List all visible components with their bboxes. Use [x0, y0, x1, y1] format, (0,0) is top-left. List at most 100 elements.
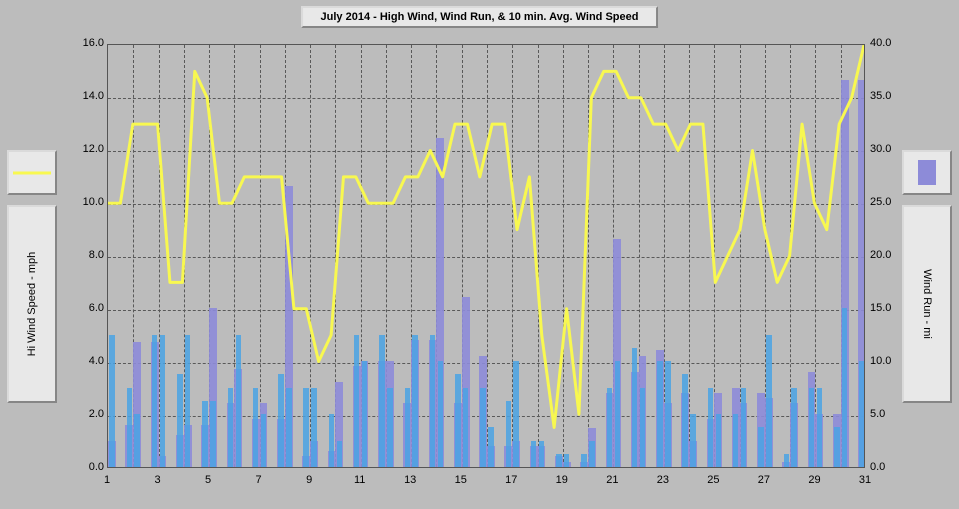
- bar-avg-wind: [177, 374, 182, 467]
- bar-avg-wind: [337, 441, 342, 468]
- x-tick: 29: [804, 474, 824, 486]
- x-tick: 13: [400, 474, 420, 486]
- line-series-swatch: [7, 150, 57, 195]
- y-tick-right: 10.0: [870, 355, 906, 367]
- bar-avg-wind: [556, 454, 561, 467]
- gridline-vertical: [563, 45, 564, 467]
- bar-avg-wind: [278, 374, 283, 467]
- x-tick: 15: [451, 474, 471, 486]
- gridline-vertical: [689, 45, 690, 467]
- bar-avg-wind: [387, 388, 392, 468]
- bar-avg-wind: [109, 335, 114, 468]
- x-tick: 7: [249, 474, 269, 486]
- bar-avg-wind: [438, 361, 443, 467]
- right-y-axis-label: Wind Run - mi: [902, 205, 952, 403]
- bar-avg-wind: [329, 414, 334, 467]
- y-tick-left: 12.0: [68, 143, 104, 155]
- y-tick-right: 30.0: [870, 143, 906, 155]
- y-tick-right: 15.0: [870, 302, 906, 314]
- x-tick: 17: [501, 474, 521, 486]
- gridline-horizontal: [108, 151, 864, 152]
- bar-avg-wind: [463, 388, 468, 468]
- bar-avg-wind: [657, 361, 662, 467]
- bar-avg-wind: [480, 388, 485, 468]
- bar-avg-wind: [236, 335, 241, 468]
- gridline-vertical: [487, 45, 488, 467]
- bar-avg-wind: [405, 388, 410, 468]
- bar-avg-wind: [228, 388, 233, 468]
- gridline-vertical: [538, 45, 539, 467]
- bar-avg-wind: [766, 335, 771, 468]
- x-tick: 1: [97, 474, 117, 486]
- bar-avg-wind: [286, 388, 291, 468]
- left-y-axis-label: Hi Wind Speed - mph: [7, 205, 57, 403]
- bar-avg-wind: [665, 361, 670, 467]
- bar-avg-wind: [379, 335, 384, 468]
- gridline-vertical: [588, 45, 589, 467]
- y-tick-right: 5.0: [870, 408, 906, 420]
- x-tick: 21: [602, 474, 622, 486]
- chart-title: July 2014 - High Wind, Wind Run, & 10 mi…: [301, 6, 659, 28]
- bar-avg-wind: [733, 414, 738, 467]
- x-tick: 25: [703, 474, 723, 486]
- gridline-horizontal: [108, 204, 864, 205]
- bar-avg-wind: [455, 374, 460, 467]
- bar-avg-wind: [615, 361, 620, 467]
- y-tick-left: 2.0: [68, 408, 104, 420]
- bar-avg-wind: [412, 335, 417, 468]
- y-tick-right: 20.0: [870, 249, 906, 261]
- x-tick: 9: [299, 474, 319, 486]
- bar-avg-wind: [690, 414, 695, 467]
- y-tick-right: 0.0: [870, 461, 906, 473]
- bar-avg-wind: [784, 454, 789, 467]
- bar-avg-wind: [354, 335, 359, 468]
- bar-avg-wind: [134, 414, 139, 467]
- bar-avg-wind: [607, 388, 612, 468]
- x-tick: 3: [148, 474, 168, 486]
- plot-area: [107, 44, 865, 468]
- bar-avg-wind: [430, 335, 435, 468]
- bar-avg-wind: [303, 388, 308, 468]
- bar-avg-wind: [202, 401, 207, 467]
- x-tick: 23: [653, 474, 673, 486]
- bar-avg-wind: [513, 361, 518, 467]
- bar-avg-wind: [253, 388, 258, 468]
- bar-avg-wind: [809, 388, 814, 468]
- bar-avg-wind: [708, 388, 713, 468]
- right-y-axis-label-text: Wind Run - mi: [921, 269, 933, 339]
- bar-avg-wind: [539, 441, 544, 468]
- bar-avg-wind: [741, 388, 746, 468]
- y-tick-right: 25.0: [870, 196, 906, 208]
- bar-avg-wind: [160, 335, 165, 468]
- bar-avg-wind: [716, 414, 721, 467]
- x-tick: 5: [198, 474, 218, 486]
- bar-avg-wind: [682, 374, 687, 467]
- bar-avg-wind: [185, 335, 190, 468]
- bar-avg-wind: [581, 454, 586, 467]
- x-tick: 27: [754, 474, 774, 486]
- bar-avg-wind: [311, 388, 316, 468]
- bar-avg-wind: [589, 441, 594, 468]
- y-tick-left: 10.0: [68, 196, 104, 208]
- bar-series-swatch: [902, 150, 952, 195]
- bar-avg-wind: [791, 388, 796, 468]
- bar-avg-wind: [817, 388, 822, 468]
- gridline-horizontal: [108, 257, 864, 258]
- y-tick-left: 16.0: [68, 37, 104, 49]
- x-tick: 31: [855, 474, 875, 486]
- y-tick-left: 14.0: [68, 90, 104, 102]
- y-tick-left: 6.0: [68, 302, 104, 314]
- gridline-horizontal: [108, 310, 864, 311]
- y-tick-left: 8.0: [68, 249, 104, 261]
- y-tick-right: 40.0: [870, 37, 906, 49]
- bar-avg-wind: [564, 454, 569, 467]
- bar-avg-wind: [758, 427, 763, 467]
- bar-avg-wind: [531, 441, 536, 468]
- bar-avg-wind: [152, 335, 157, 468]
- y-tick-right: 35.0: [870, 90, 906, 102]
- bar-avg-wind: [261, 414, 266, 467]
- gridline-horizontal: [108, 98, 864, 99]
- bar-avg-wind: [859, 361, 864, 467]
- bar-avg-wind: [834, 427, 839, 467]
- bar-avg-wind: [640, 388, 645, 468]
